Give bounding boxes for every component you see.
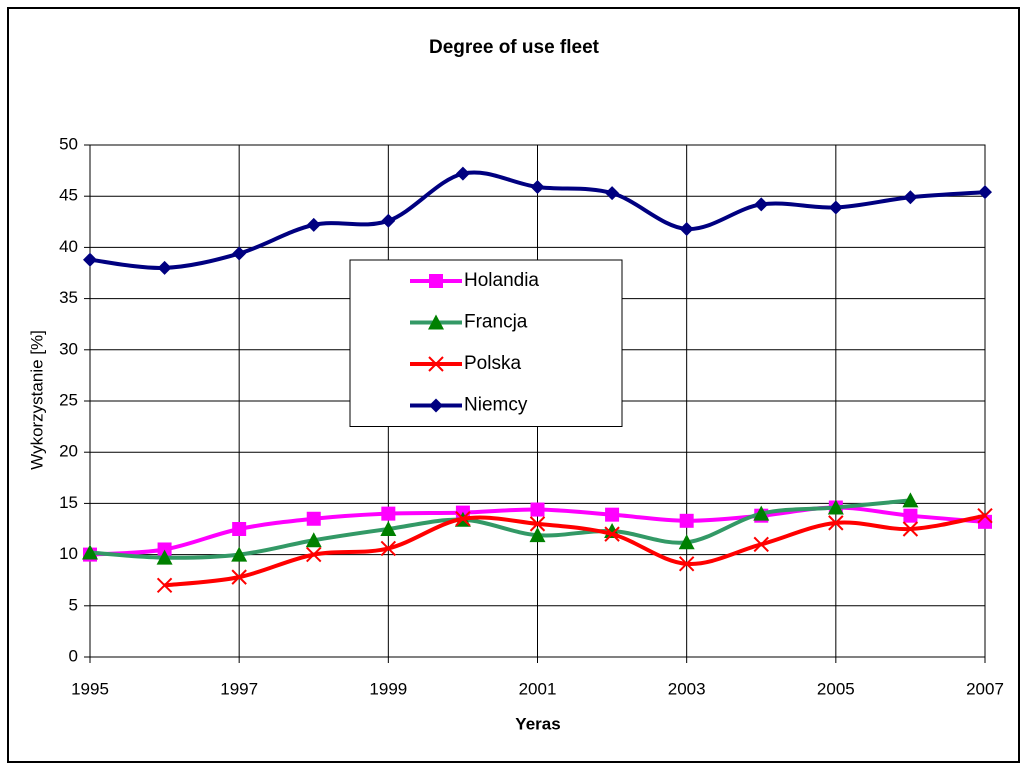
marker — [605, 507, 620, 522]
series-line — [164, 513, 986, 588]
marker — [605, 186, 620, 201]
marker — [156, 577, 173, 594]
x-tick-label: 1995 — [71, 679, 109, 698]
marker — [977, 507, 993, 524]
marker — [978, 185, 992, 200]
marker — [754, 197, 769, 212]
legend-label: Holandia — [464, 270, 539, 291]
marker — [604, 526, 620, 542]
marker — [381, 213, 396, 228]
series-line — [89, 498, 911, 560]
y-tick-label: 25 — [59, 390, 78, 409]
x-tick-label: 2003 — [668, 679, 706, 698]
y-tick-label: 35 — [59, 288, 78, 307]
marker — [530, 179, 545, 194]
x-axis-label: Yeras — [515, 714, 560, 733]
marker — [306, 511, 321, 526]
marker — [232, 246, 247, 261]
marker — [530, 502, 545, 517]
marker — [82, 544, 98, 560]
marker — [827, 499, 844, 515]
marker — [529, 527, 546, 543]
x-tick-label: 2005 — [817, 679, 855, 698]
y-axis-label: Wykorzystanie [%] — [27, 330, 46, 470]
y-tick-label: 45 — [59, 186, 78, 205]
marker — [678, 534, 695, 550]
marker — [306, 546, 322, 563]
marker — [529, 516, 546, 532]
y-tick-label: 30 — [59, 339, 78, 358]
y-tick-label: 0 — [69, 646, 78, 665]
marker — [679, 513, 694, 528]
marker — [428, 314, 444, 330]
marker — [231, 546, 248, 562]
marker — [828, 200, 843, 215]
marker — [679, 221, 694, 236]
legend-label: Polska — [464, 353, 521, 374]
marker — [903, 190, 918, 205]
x-tick-label: 2007 — [966, 679, 1004, 698]
marker — [381, 506, 396, 521]
marker — [306, 217, 321, 232]
y-tick-label: 5 — [69, 595, 78, 614]
marker — [828, 515, 844, 531]
chart-title: Degree of use fleet — [429, 37, 600, 58]
legend: Holandia Francja Polska Niemcy — [349, 259, 623, 427]
marker — [231, 569, 247, 585]
marker — [83, 252, 97, 267]
y-tick-label: 40 — [59, 237, 78, 256]
y-tick-label: 20 — [59, 442, 78, 461]
legend-label: Francja — [464, 312, 528, 333]
marker — [902, 492, 919, 508]
marker — [429, 398, 443, 413]
marker — [428, 356, 444, 372]
y-tick-label: 50 — [59, 134, 78, 153]
marker — [156, 549, 173, 565]
marker — [380, 540, 397, 557]
marker — [455, 166, 470, 181]
marker — [305, 532, 322, 548]
marker — [429, 274, 443, 288]
marker — [903, 508, 918, 523]
x-tick-label: 1997 — [220, 679, 258, 698]
marker — [455, 511, 471, 527]
x-tick-label: 2001 — [519, 679, 557, 698]
legend-box — [349, 259, 623, 427]
marker — [157, 260, 172, 275]
marker — [753, 505, 770, 521]
marker — [157, 542, 172, 557]
marker — [232, 522, 247, 536]
marker — [380, 521, 397, 536]
y-tick-label: 10 — [59, 544, 78, 563]
legend-label: Niemcy — [464, 395, 528, 416]
marker — [753, 536, 769, 553]
x-tick-label: 1999 — [369, 679, 407, 698]
marker — [678, 556, 695, 572]
marker — [902, 521, 919, 537]
y-tick-label: 15 — [59, 493, 78, 512]
